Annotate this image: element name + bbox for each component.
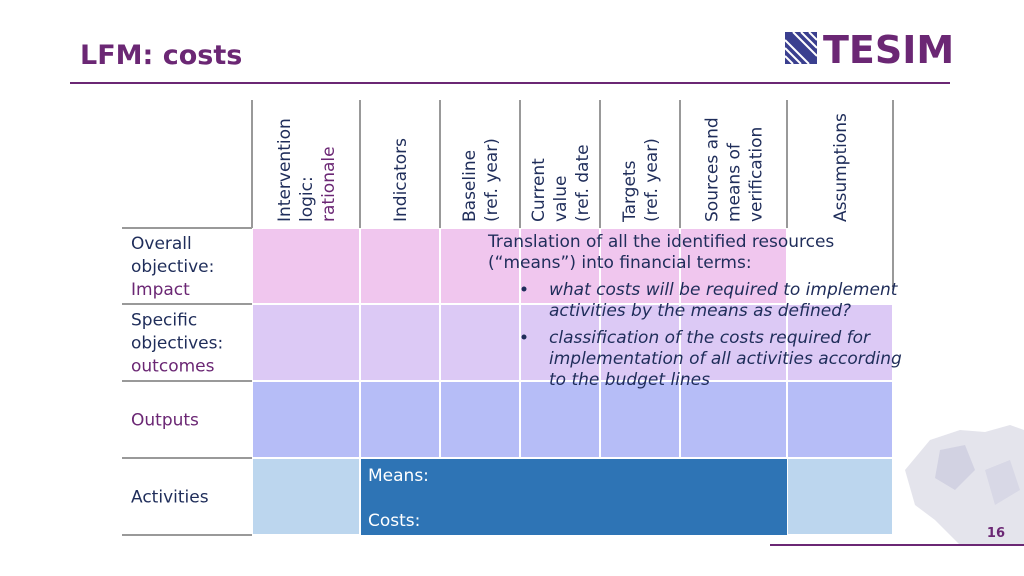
column-header: means of bbox=[725, 142, 745, 222]
column-header: (ref. year) bbox=[482, 138, 502, 222]
column-header: (ref. date bbox=[573, 144, 593, 222]
table-cell bbox=[253, 229, 359, 303]
logo-icon bbox=[784, 31, 818, 65]
table-cell bbox=[681, 382, 786, 457]
callout: Translation of all the identified resour… bbox=[487, 232, 902, 390]
table-cell bbox=[601, 229, 679, 303]
column-header: Current bbox=[529, 158, 549, 222]
table-cell bbox=[521, 382, 599, 457]
row-label: Activities bbox=[131, 488, 209, 508]
costs-label: Costs: bbox=[368, 511, 420, 531]
table-cell bbox=[681, 305, 786, 380]
column-header: Intervention bbox=[275, 118, 295, 222]
table-cell bbox=[788, 459, 892, 534]
row-label: objective: bbox=[131, 257, 214, 277]
table-cell bbox=[253, 305, 359, 380]
row-label: Outputs bbox=[131, 411, 199, 431]
column-header: rationale bbox=[319, 146, 339, 222]
title: LFM: costs bbox=[80, 40, 242, 71]
column-header: verification bbox=[747, 127, 767, 222]
column-header: logic: bbox=[297, 176, 317, 222]
page-number: 16 bbox=[987, 526, 1005, 541]
callout-text: (“means”) into financial terms: bbox=[488, 253, 752, 273]
table-cell bbox=[361, 382, 439, 457]
table-cell bbox=[441, 305, 519, 380]
row-label: objectives: bbox=[131, 334, 223, 354]
row-label: outcomes bbox=[131, 357, 215, 377]
column-header: (ref. year) bbox=[642, 138, 662, 222]
column-header: Indicators bbox=[391, 138, 411, 222]
table-cell bbox=[441, 229, 519, 303]
table-cell bbox=[361, 305, 439, 380]
table-cell bbox=[788, 305, 892, 380]
table-cell bbox=[681, 229, 786, 303]
table-cell bbox=[253, 459, 359, 534]
table-cell bbox=[601, 382, 679, 457]
table-cell bbox=[521, 305, 599, 380]
row-label: Specific bbox=[131, 311, 197, 331]
bullet bbox=[521, 334, 527, 340]
callout-bullet: what costs will be required to implement bbox=[549, 280, 899, 300]
column-header: Targets bbox=[620, 160, 640, 223]
means-cell bbox=[361, 459, 787, 535]
callout-bullet: classification of the costs required for bbox=[549, 328, 871, 348]
row-label: Overall bbox=[131, 234, 192, 254]
column-header: value bbox=[551, 176, 571, 222]
logo-text: TESIM bbox=[823, 28, 954, 72]
callout-text: Translation of all the identified resour… bbox=[487, 232, 834, 252]
callout-bullet: to the budget lines bbox=[549, 370, 710, 390]
table-cell bbox=[361, 229, 439, 303]
means-label: Means: bbox=[368, 466, 429, 486]
row-label: Impact bbox=[131, 280, 190, 300]
table-cell bbox=[441, 382, 519, 457]
column-header: Assumptions bbox=[831, 113, 851, 222]
column-header: Sources and bbox=[703, 117, 723, 222]
column-header: Baseline bbox=[460, 150, 480, 222]
bullet bbox=[521, 286, 527, 292]
map-decoration bbox=[905, 425, 1024, 545]
table: Intervention logic: rationale Indicators Bas… bbox=[122, 100, 894, 536]
callout-bullet: activities by the means as defined? bbox=[549, 301, 851, 321]
table-cell bbox=[788, 382, 892, 457]
table-cell bbox=[601, 305, 679, 380]
table-cell bbox=[253, 382, 359, 457]
table-cell bbox=[521, 229, 599, 303]
callout-bullet: implementation of all activities accordi… bbox=[549, 349, 902, 369]
